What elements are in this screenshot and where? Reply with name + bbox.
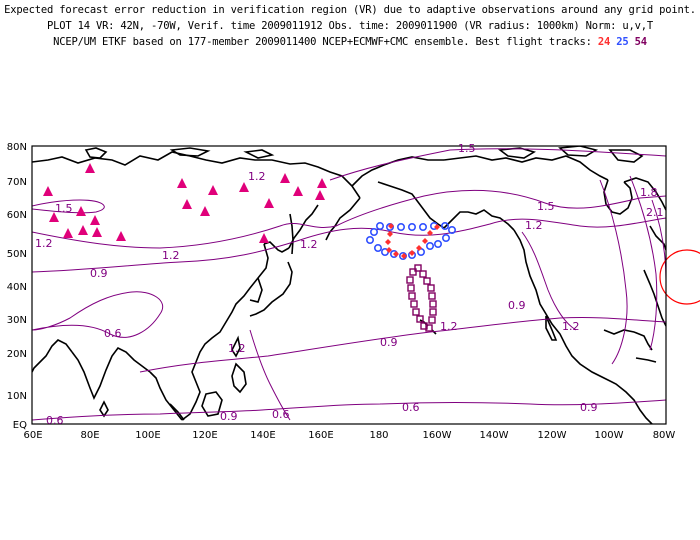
header-line-1: Expected forecast error reduction in ver…: [4, 4, 696, 16]
flight-track-24: [385, 223, 440, 259]
lat-tick: 30N: [7, 315, 27, 326]
contour-label: 1.2: [228, 342, 246, 355]
contour-label: 0.9: [580, 401, 598, 414]
contour-label: 1.2: [440, 320, 458, 333]
lon-tick: 160W: [423, 430, 452, 441]
contour-label: 2.1: [646, 206, 664, 219]
site-triangle: [293, 186, 303, 196]
site-triangle: [315, 190, 325, 200]
contour-label: 1.5: [537, 200, 555, 213]
contour-label: 0.9: [508, 299, 526, 312]
site-triangle: [49, 212, 59, 222]
contour-label: 1.2: [162, 249, 180, 262]
contour-label: 1.2: [525, 219, 543, 232]
contour-label: 1.5: [458, 142, 476, 155]
lat-tick: 40N: [7, 282, 27, 293]
site-triangle: [317, 178, 327, 188]
lon-tick: 120E: [192, 430, 217, 441]
contour-label: 0.6: [402, 401, 420, 414]
site-triangle: [239, 182, 249, 192]
contour-label: 0.6: [104, 327, 122, 340]
lon-tick: 160E: [308, 430, 333, 441]
lon-tick: 120W: [538, 430, 567, 441]
site-triangle: [280, 173, 290, 183]
lat-tick: 60N: [7, 210, 27, 221]
header-line-2: PLOT 14 VR: 42N, -70W, Verif. time 20090…: [46, 20, 654, 32]
contour-label: 1.2: [562, 320, 580, 333]
site-triangle: [78, 225, 88, 235]
lat-tick: 70N: [7, 177, 27, 188]
site-triangle: [208, 185, 218, 195]
header-line-3: NCEP/UM ETKF based on 177-member 2009011…: [0, 36, 700, 48]
lon-tick: 140W: [480, 430, 509, 441]
site-triangle: [90, 215, 100, 225]
lon-tick: 80W: [653, 430, 676, 441]
lat-tick: 20N: [7, 349, 27, 360]
site-triangle: [92, 227, 102, 237]
site-triangle: [182, 199, 192, 209]
lon-tick: 140E: [250, 430, 275, 441]
contour-label: 1.2: [248, 170, 266, 183]
contour-label: 1.2: [300, 238, 318, 251]
site-triangle: [200, 206, 210, 216]
flight-track-54: [406, 264, 437, 332]
header-line-3-prefix: NCEP/UM ETKF based on 177-member 2009011…: [53, 36, 592, 48]
lat-tick: 10N: [7, 391, 27, 402]
lon-tick: 80E: [80, 430, 99, 441]
lat-tick: EQ: [13, 420, 27, 431]
lon-tick: 180: [369, 430, 388, 441]
contour-label: 0.9: [380, 336, 398, 349]
site-triangle: [76, 206, 86, 216]
lon-tick: 100W: [595, 430, 624, 441]
contour-label: 1.5: [55, 202, 73, 215]
site-triangle: [177, 178, 187, 188]
contour-labels: 1.5 1.2 1.2 1.2 1.2 1.5 1.5 1.2 0.9 0.9 …: [35, 142, 664, 427]
site-triangle: [259, 233, 269, 243]
lat-tick: 50N: [7, 249, 27, 260]
flight-track-25: [365, 222, 456, 261]
contour-label: 0.9: [90, 267, 108, 280]
site-triangle: [85, 163, 95, 173]
coastlines: [32, 146, 666, 424]
lon-tick: 60E: [23, 430, 42, 441]
site-triangle: [43, 186, 53, 196]
map-frame: [31, 145, 667, 425]
verification-region-circle: [659, 249, 700, 305]
contour-label: 0.6: [272, 408, 290, 421]
latitude-ticks: EQ 10N 20N 30N 40N 50N 60N 70N 80N: [7, 142, 27, 431]
site-triangle: [264, 198, 274, 208]
track-54-label: 54: [634, 36, 647, 48]
contour-label: 0.6: [46, 414, 64, 427]
contour-label: 0.9: [220, 410, 238, 423]
site-triangle: [116, 231, 126, 241]
track-25-label: 25: [616, 36, 629, 48]
contour-label: 1.8: [640, 186, 658, 199]
observation-sites: [43, 163, 327, 243]
track-24-label: 24: [597, 36, 611, 48]
lon-tick: 100E: [135, 430, 160, 441]
contour-label: 1.2: [35, 237, 53, 250]
contour-lines: [32, 148, 666, 421]
site-triangle: [63, 228, 73, 238]
longitude-ticks: 60E 80E 100E 120E 140E 160E 180 160W 140…: [23, 430, 675, 441]
lat-tick: 80N: [7, 142, 27, 153]
